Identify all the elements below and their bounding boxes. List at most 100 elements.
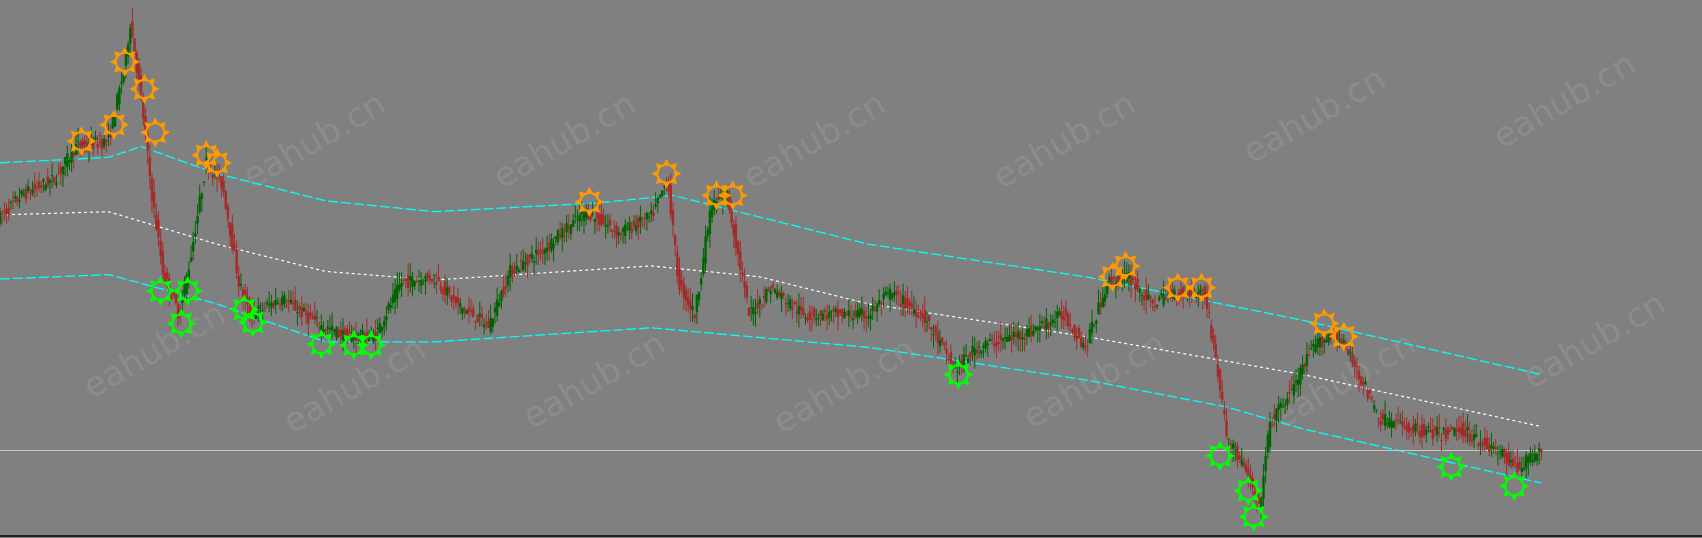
candle-body	[730, 203, 733, 223]
signal-ray	[1209, 460, 1216, 467]
signal-ray	[118, 114, 125, 121]
candle-body	[495, 299, 499, 316]
signal-ring	[1333, 326, 1354, 347]
signal-ray	[1333, 341, 1340, 348]
candle-body	[448, 287, 451, 294]
candle-body	[1221, 391, 1224, 400]
candle-body	[11, 200, 15, 202]
watermark-text: eahub.cn	[1516, 284, 1672, 397]
candle-body	[7, 207, 10, 215]
signal-ring	[579, 191, 600, 212]
candle-body	[142, 99, 145, 119]
low-signal-icon	[237, 307, 268, 338]
candle-body	[886, 292, 890, 294]
candle-body	[1253, 491, 1256, 495]
candle-body	[1492, 446, 1495, 449]
candle-body	[465, 310, 468, 314]
candle-body	[508, 265, 512, 278]
candle-body	[1498, 451, 1502, 453]
signal-ray	[149, 93, 155, 100]
candle-body	[597, 214, 601, 225]
candle-body	[1368, 390, 1372, 393]
candle-body	[1496, 452, 1500, 454]
candle-body	[1477, 443, 1480, 447]
candle-body	[131, 20, 134, 38]
candle-body	[1027, 328, 1031, 337]
candle-body	[1062, 316, 1065, 321]
candle-body	[908, 301, 911, 306]
candle-body	[18, 200, 21, 202]
candle-body	[1273, 413, 1276, 419]
candle-body	[1197, 291, 1200, 298]
signal-ray	[356, 342, 362, 349]
candle-body	[1429, 429, 1432, 432]
candle-body	[1099, 302, 1102, 308]
candle-body	[422, 283, 425, 285]
candle-body	[589, 213, 592, 220]
candle-body	[1097, 302, 1100, 315]
candle-body	[899, 303, 903, 307]
candle-body	[1283, 404, 1287, 406]
candle-body	[862, 310, 866, 319]
candle-body	[563, 235, 566, 237]
candle-body	[606, 225, 610, 227]
candle-body	[467, 307, 471, 312]
signal-ray	[98, 121, 105, 128]
candle-body	[35, 187, 39, 189]
candle-body	[380, 326, 384, 331]
signal-ray	[1252, 495, 1259, 502]
signal-ray	[717, 192, 724, 199]
signal-ring	[134, 79, 155, 100]
candle-body	[951, 361, 955, 364]
signal-ray	[195, 159, 202, 166]
signal-ray	[350, 354, 357, 361]
signal-ray	[1224, 460, 1231, 467]
candle-body	[92, 142, 95, 149]
candle-body	[528, 255, 531, 257]
candle-body	[767, 288, 770, 292]
signal-ray	[210, 144, 217, 151]
candle-body	[406, 275, 410, 288]
signal-ray	[185, 312, 192, 319]
signal-ray	[133, 78, 140, 85]
candle-body	[548, 242, 551, 250]
candle-body	[1362, 380, 1365, 385]
candle-body	[313, 315, 316, 320]
candle-body	[161, 251, 165, 275]
candle-body	[113, 116, 117, 127]
candle-body	[378, 323, 382, 334]
candle-body	[1522, 467, 1526, 470]
candle-body	[901, 295, 905, 305]
candle-body	[44, 184, 47, 191]
signal-ray	[165, 295, 172, 302]
candle-body	[1301, 364, 1304, 375]
candle-body	[133, 38, 136, 55]
signal-ray	[325, 333, 332, 340]
candle-body	[231, 225, 234, 250]
candle-body	[1108, 276, 1111, 282]
candle-body	[1461, 423, 1465, 437]
candle-body	[402, 279, 405, 281]
signal-ray	[1117, 281, 1124, 288]
candle-body	[749, 307, 753, 309]
candle-body	[895, 290, 898, 295]
candle-body	[435, 282, 438, 285]
signal-ray	[170, 312, 177, 319]
candle-body	[1329, 336, 1332, 340]
candle-body	[126, 44, 130, 57]
candle-body	[291, 303, 295, 305]
candle-body	[237, 275, 241, 287]
signal-ray	[1206, 277, 1213, 283]
candle-body	[1414, 423, 1417, 432]
candle-body	[1158, 296, 1161, 300]
candle-body	[550, 238, 553, 251]
signal-ray	[375, 349, 382, 356]
candle-body	[643, 218, 646, 220]
candle-body	[743, 281, 746, 288]
candle-body	[856, 310, 859, 318]
candle-body	[571, 220, 575, 227]
watermark-text: eahub.cn	[766, 329, 922, 442]
candle-body	[1386, 423, 1389, 425]
candle-body	[990, 338, 994, 340]
